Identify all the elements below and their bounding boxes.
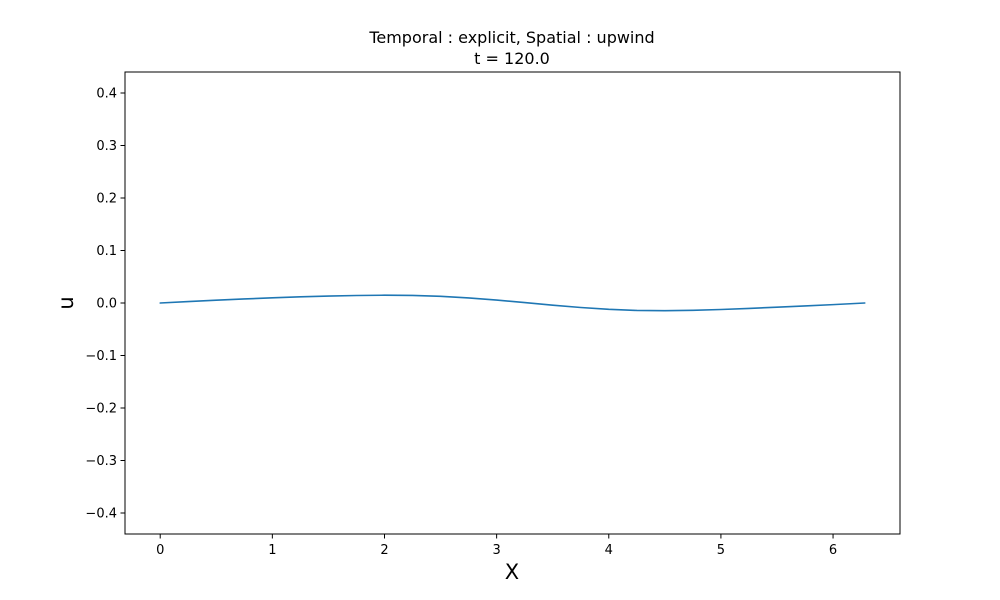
x-tick-label: 3 xyxy=(492,543,500,558)
y-tick-label: −0.2 xyxy=(85,402,117,417)
y-tick-label: −0.4 xyxy=(85,507,117,522)
y-tick-label: −0.3 xyxy=(85,454,117,469)
series-line xyxy=(159,294,866,312)
x-axis-label: X xyxy=(505,560,519,584)
y-axis-ticks: −0.4 −0.3 −0.2 −0.1 0.0 0.1 0.2 0.3 0.4 xyxy=(85,87,125,522)
plot-area xyxy=(125,72,900,534)
chart-subtitle: t = 120.0 xyxy=(474,49,550,68)
series-layer xyxy=(159,294,866,312)
plot-frame xyxy=(124,71,901,535)
x-tick-label: 1 xyxy=(268,543,276,558)
plot-background xyxy=(125,72,900,534)
x-tick-label: 6 xyxy=(829,543,837,558)
y-tick-label: −0.1 xyxy=(85,349,117,364)
y-axis-label: u xyxy=(54,296,78,309)
x-tick-label: 4 xyxy=(605,543,613,558)
y-tick-label: 0.3 xyxy=(96,139,117,154)
y-tick-label: 0.0 xyxy=(96,297,117,312)
y-tick-label: 0.1 xyxy=(96,244,117,259)
y-tick-label: 0.4 xyxy=(96,87,117,102)
x-tick-label: 0 xyxy=(156,543,164,558)
x-tick-label: 2 xyxy=(380,543,388,558)
y-tick-label: 0.2 xyxy=(96,192,117,207)
x-axis-ticks: 0 1 2 3 4 5 6 xyxy=(156,534,837,558)
chart-title: Temporal : explicit, Spatial : upwind xyxy=(368,28,654,47)
x-tick-label: 5 xyxy=(717,543,725,558)
